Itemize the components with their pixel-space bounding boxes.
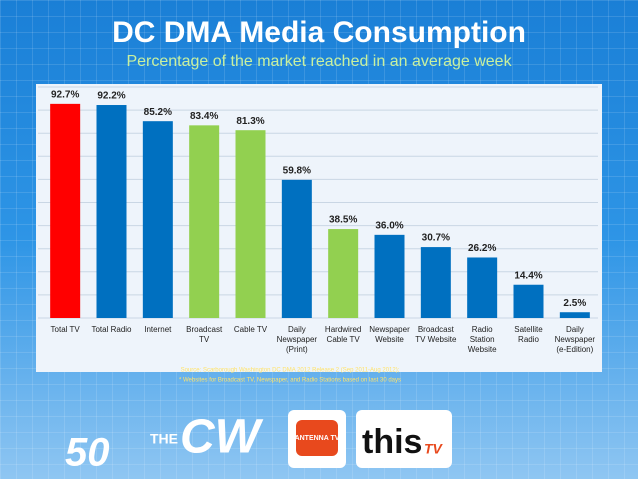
bar [513,284,544,318]
bar [281,179,312,318]
x-tick-label: Radio Station Website [467,325,497,354]
bar [142,121,173,318]
data-label: 14.4% [514,270,542,281]
x-tick-label: Total TV [50,325,80,334]
chart-subtitle: Percentage of the market reached in an a… [126,53,512,70]
x-tick-label: Broadcast TV Website [415,325,457,344]
source-note: * Websites for Broadcast TV, Newspaper, … [179,378,401,384]
data-label: 83.4% [190,111,218,122]
data-label: 30.7% [422,233,450,244]
data-label: 36.0% [375,220,403,231]
source-note: Source: Scarborough Washington DC DMA 20… [181,368,400,374]
x-tick-label: Broadcast TV [186,325,223,344]
x-tick-label: Daily Newspaper (Print) [276,325,318,354]
x-tick-label: Total Radio [91,325,132,334]
chart-title: DC DMA Media Consumption [112,16,526,49]
data-label: 38.5% [329,215,357,226]
bar [235,130,266,318]
logo-box [356,410,452,468]
data-label: 85.2% [144,107,172,118]
data-label: 2.5% [563,298,586,309]
data-label: 26.2% [468,243,496,254]
x-tick-label: Newspaper Website [369,325,410,344]
data-label: 92.7% [51,90,79,101]
x-tick-label: Cable TV [233,325,268,334]
logo-text: CW [180,411,264,464]
bar [328,229,359,318]
bar [50,103,81,318]
logo-text: TV [424,441,444,457]
bar [420,247,451,318]
x-tick-label: Internet [144,325,172,334]
data-label: 81.3% [236,116,264,127]
x-tick-label: Satellite Radio [514,325,543,344]
bar [374,234,405,318]
logo-text: 50 [65,431,110,475]
bar [189,125,220,318]
bar [467,257,498,318]
logo-text: THE [150,431,178,447]
bar [559,312,590,318]
logo-text: this [362,423,422,461]
logo-tv [296,420,338,456]
data-label: 59.8% [283,166,311,177]
bar [96,105,127,318]
logo-text: ANTENNA TV [295,435,340,442]
plot-area [36,84,602,372]
x-tick-label: Hardwired Cable TV [324,325,362,344]
data-label: 92.2% [97,91,125,102]
x-tick-label: Daily Newspaper (e-Edition) [554,325,596,354]
